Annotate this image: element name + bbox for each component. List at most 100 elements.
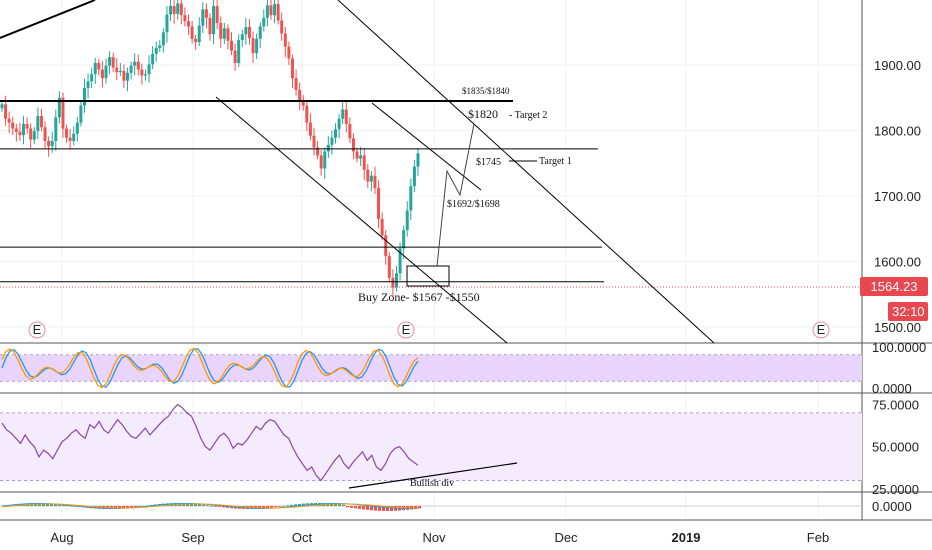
candle-body [151, 53, 155, 65]
y-tick-label: 1600.00 [874, 255, 921, 270]
macd-histogram-bar [346, 506, 349, 508]
earnings-marker-label: E [817, 322, 826, 337]
candle-body [326, 144, 330, 152]
candle-body [298, 89, 302, 102]
candle-body [355, 151, 359, 159]
candle-body [409, 186, 413, 211]
candle-body [0, 104, 4, 109]
candle-body [398, 248, 402, 274]
candle-body [373, 175, 377, 189]
candle-body [405, 210, 409, 231]
macd-histogram-bar [418, 506, 421, 509]
candle-body [25, 123, 29, 129]
macd-histogram-bar [354, 506, 357, 509]
candle-body [233, 50, 237, 64]
macd-histogram-bar [378, 506, 381, 511]
annotation-label: Buy Zone- $1567 -$1550 [358, 290, 480, 304]
macd-histogram-bar [138, 506, 141, 507]
candle-body [262, 17, 266, 27]
macd-histogram-bar [278, 506, 281, 507]
candle-body [133, 61, 137, 66]
candle-body [258, 26, 262, 39]
candle-body [384, 235, 388, 257]
x-tick-label: Sep [181, 530, 204, 545]
candle-body [32, 131, 36, 140]
stoch-band [0, 354, 862, 382]
annotation-label: - Target 2 [509, 110, 547, 121]
candle-body [290, 58, 294, 79]
macd-histogram-bar [126, 506, 129, 508]
candle-body [319, 155, 323, 169]
candle-body [222, 28, 226, 39]
macd-histogram-bar [190, 503, 193, 506]
candle-body [22, 123, 26, 136]
macd-histogram-bar [118, 506, 121, 509]
candle-body [4, 104, 8, 119]
candle-body [294, 78, 298, 90]
annotation-label: $1745 [476, 157, 501, 168]
macd-histogram-bar [226, 506, 229, 508]
macd-histogram-bar [218, 506, 221, 507]
candle-body [330, 137, 334, 145]
candle-body [86, 81, 90, 88]
macd-histogram-bar [262, 506, 265, 509]
annotation-label: Target 1 [539, 156, 572, 167]
annotation-label: $1835/$1840 [462, 86, 510, 96]
macd-histogram-bar [282, 505, 285, 507]
earnings-marker [397, 321, 415, 339]
candle-body [79, 105, 83, 123]
candle-body [29, 128, 33, 140]
rsi-tick-label: 25.0000 [872, 482, 919, 497]
candle-body [412, 166, 416, 187]
x-tick-label: Aug [50, 530, 73, 545]
candle-body [104, 65, 108, 79]
candle-body [359, 155, 363, 159]
macd-histogram-bar [114, 506, 117, 509]
candle-body [57, 97, 61, 118]
candle-body [82, 87, 86, 106]
x-tick-label: Feb [807, 530, 829, 545]
candle-body [172, 6, 176, 14]
x-tick-label: 2019 [672, 530, 701, 545]
candle-body [283, 33, 287, 47]
macd-histogram-bar [46, 503, 49, 506]
wedge-line [371, 102, 482, 191]
macd-histogram-bar [330, 503, 333, 506]
candle-body [341, 109, 345, 119]
macd-histogram-bar [206, 505, 209, 507]
earnings-marker-label: E [402, 322, 411, 337]
candle-body [75, 122, 79, 134]
candle-body [312, 135, 316, 148]
projection-path [436, 123, 475, 267]
rsi-tick-label: 75.0000 [872, 397, 919, 412]
candle-body [276, 4, 280, 21]
macd-histogram-bar [54, 503, 57, 506]
candle-body [308, 122, 312, 136]
macd-histogram-bar [130, 506, 133, 508]
candle-body [108, 57, 112, 66]
candle-body [215, 6, 219, 24]
macd-histogram-bar [370, 506, 373, 511]
macd-histogram-bar [194, 503, 197, 506]
candle-body [36, 116, 40, 132]
candle-body [161, 32, 165, 46]
channel-line-lower [215, 96, 508, 344]
candle-body [212, 6, 216, 35]
candle-body [197, 25, 201, 43]
rsi-band [0, 412, 862, 481]
candle-body [337, 118, 341, 130]
candle-body [176, 3, 180, 14]
candle-body [100, 69, 104, 79]
macd-histogram-bar [338, 504, 341, 506]
candle-body [126, 72, 130, 81]
macd-histogram-bar [290, 504, 293, 506]
macd-histogram-bar [382, 506, 385, 511]
candle-body [143, 74, 147, 76]
candle-body [165, 14, 169, 33]
bullish-divergence-line [348, 462, 518, 489]
macd-histogram-bar [202, 504, 205, 506]
macd-histogram-bar [70, 505, 73, 507]
candle-body [136, 61, 140, 70]
candle-body [416, 153, 420, 167]
buy-zone-box [406, 265, 450, 287]
